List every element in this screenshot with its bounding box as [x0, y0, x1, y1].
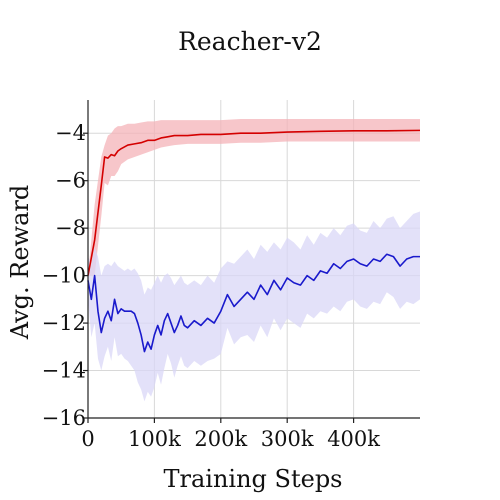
x-tick-label: 100k — [128, 427, 181, 451]
x-tick-label: 0 — [81, 427, 94, 451]
series-0-line — [87, 129, 421, 276]
axes — [83, 100, 420, 423]
y-tick-label: −4 — [55, 121, 86, 145]
series-1-band — [88, 211, 420, 402]
series-lines — [87, 129, 421, 353]
y-tick-label: −16 — [42, 406, 86, 430]
x-tick-labels: 0 100k 200k 300k 400k — [81, 427, 380, 451]
x-tick-label: 300k — [261, 427, 314, 451]
y-tick-label: −12 — [42, 311, 86, 335]
x-axis-title: Training Steps — [163, 465, 342, 493]
x-tick-label: 400k — [327, 427, 380, 451]
series-1-line — [87, 253, 420, 353]
y-tick-label: −10 — [42, 264, 86, 288]
y-tick-labels: −4 −6 −8 −10 −12 −14 −16 — [42, 121, 86, 430]
y-tick-label: −14 — [42, 359, 86, 383]
chart-title: Reacher-v2 — [178, 27, 322, 56]
y-tick-label: −8 — [55, 216, 86, 240]
x-tick-label: 200k — [194, 427, 247, 451]
y-tick-label: −6 — [55, 169, 86, 193]
confidence-bands — [88, 118, 420, 402]
series-0-band — [88, 118, 420, 276]
y-axis-title: Avg. Reward — [6, 185, 34, 341]
